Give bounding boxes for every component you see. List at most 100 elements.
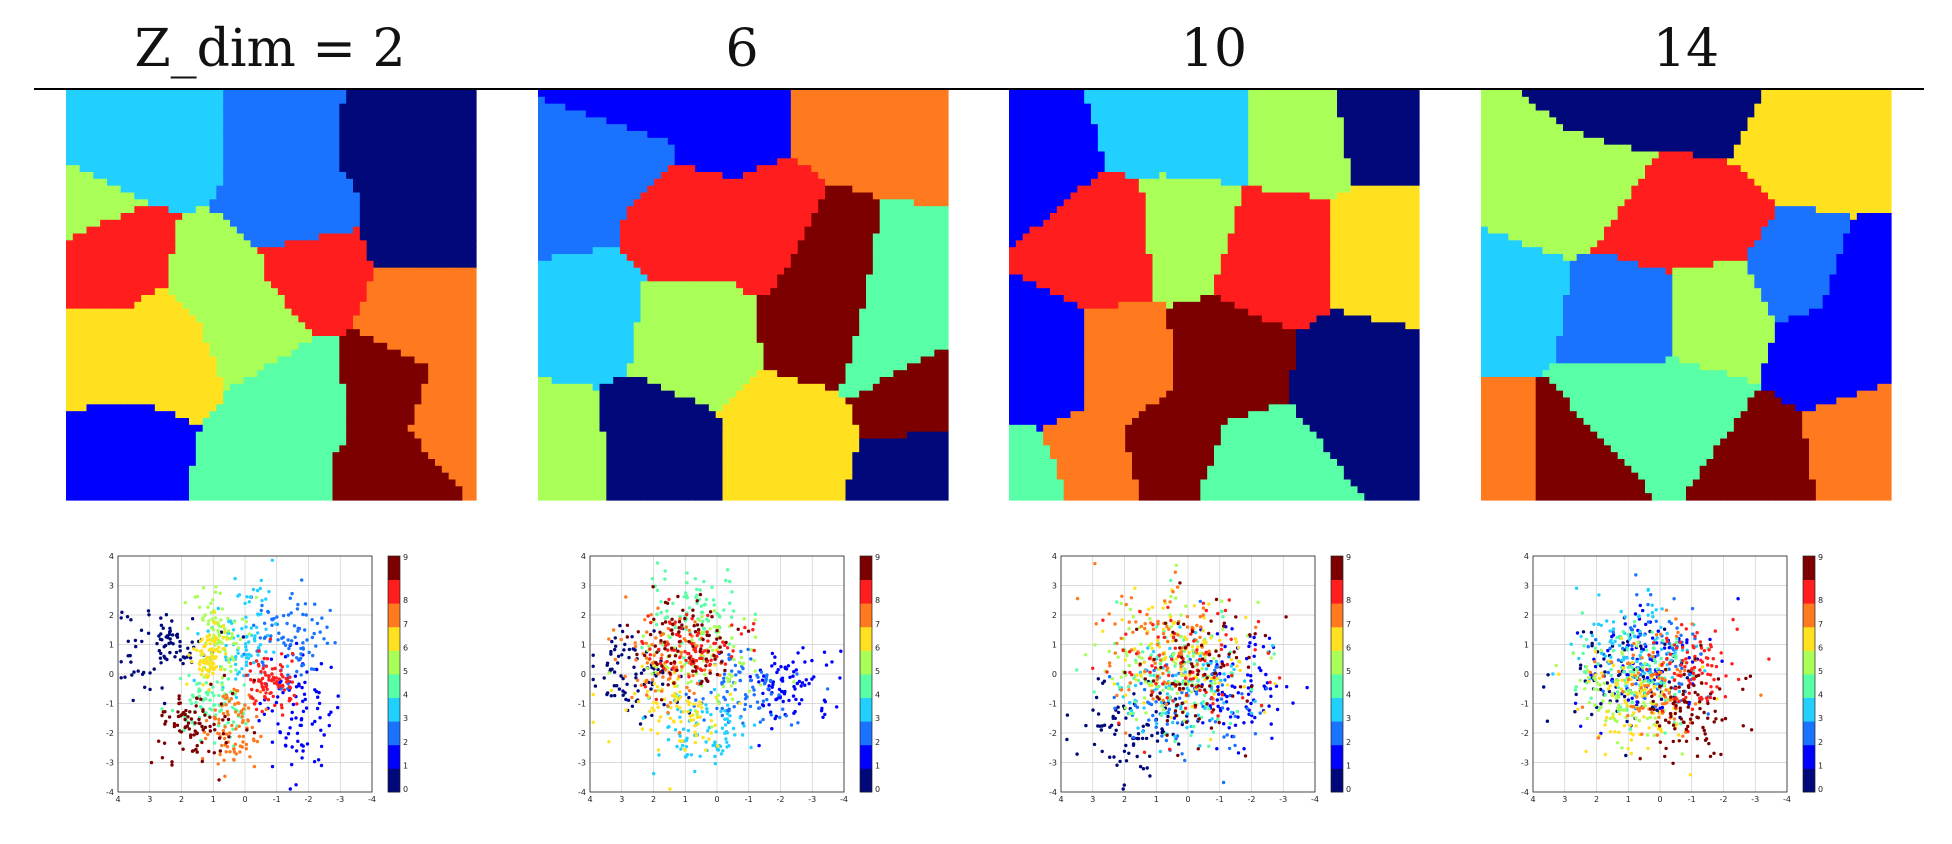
map-cell bbox=[559, 158, 566, 165]
map-cell bbox=[846, 206, 853, 213]
map-cell bbox=[189, 343, 196, 350]
map-cell bbox=[182, 329, 189, 336]
map-cell bbox=[634, 213, 641, 220]
map-cell bbox=[442, 377, 449, 384]
map-cell bbox=[428, 411, 435, 418]
map-cell bbox=[374, 343, 381, 350]
map-cell bbox=[312, 124, 319, 131]
map-cell bbox=[66, 357, 73, 364]
map-cell bbox=[811, 104, 818, 111]
map-cell bbox=[128, 439, 135, 446]
map-cell bbox=[716, 206, 723, 213]
map-cell bbox=[292, 322, 299, 329]
map-cell bbox=[586, 179, 593, 186]
map-cell bbox=[442, 199, 449, 206]
map-cell bbox=[271, 220, 278, 227]
map-cell bbox=[141, 124, 148, 131]
map-cell bbox=[292, 104, 299, 111]
map-cell bbox=[435, 316, 442, 323]
map-cell bbox=[237, 124, 244, 131]
map-cell bbox=[620, 138, 627, 145]
map-cell bbox=[764, 172, 771, 179]
map-cell bbox=[210, 97, 217, 104]
map-cell bbox=[223, 179, 230, 186]
map-cell bbox=[271, 206, 278, 213]
map-cell bbox=[73, 370, 80, 377]
map-cell bbox=[298, 158, 305, 165]
map-cell bbox=[148, 452, 155, 459]
map-cell bbox=[319, 329, 326, 336]
map-cell bbox=[449, 172, 456, 179]
map-cell bbox=[73, 398, 80, 405]
map-cell bbox=[408, 254, 415, 261]
map-cell bbox=[552, 124, 559, 131]
map-cell bbox=[743, 199, 750, 206]
map-cell bbox=[312, 97, 319, 104]
map-cell bbox=[210, 90, 217, 97]
map-cell bbox=[538, 247, 545, 254]
map-cell bbox=[216, 466, 223, 473]
map-cell bbox=[442, 322, 449, 329]
map-cell bbox=[647, 104, 654, 111]
map-cell bbox=[175, 316, 182, 323]
map-cell bbox=[688, 138, 695, 145]
map-cell bbox=[182, 425, 189, 432]
map-cell bbox=[339, 336, 346, 343]
map-cell bbox=[367, 247, 374, 254]
map-cell bbox=[798, 186, 805, 193]
map-cell bbox=[593, 193, 600, 200]
map-cell bbox=[134, 302, 141, 309]
map-cell bbox=[203, 473, 210, 480]
map-cell bbox=[572, 193, 579, 200]
map-cell bbox=[271, 281, 278, 288]
map-cell bbox=[907, 111, 914, 118]
map-cell bbox=[285, 363, 292, 370]
map-cell bbox=[114, 473, 121, 480]
map-cell bbox=[251, 377, 258, 384]
map-cell bbox=[941, 104, 948, 111]
map-cell bbox=[189, 295, 196, 302]
map-cell bbox=[818, 97, 825, 104]
map-cell bbox=[264, 343, 271, 350]
map-cell bbox=[285, 90, 292, 97]
map-cell bbox=[155, 439, 162, 446]
map-cell bbox=[169, 309, 176, 316]
map-cell bbox=[271, 377, 278, 384]
map-cell bbox=[565, 138, 572, 145]
map-cell bbox=[134, 131, 141, 138]
map-cell bbox=[579, 220, 586, 227]
map-cell bbox=[121, 213, 128, 220]
map-cell bbox=[346, 90, 353, 97]
map-cell bbox=[175, 411, 182, 418]
map-cell bbox=[914, 152, 921, 159]
map-cell bbox=[668, 97, 675, 104]
map-cell bbox=[839, 193, 846, 200]
map-cell bbox=[900, 165, 907, 172]
map-cell bbox=[579, 131, 586, 138]
map-cell bbox=[223, 398, 230, 405]
map-cell bbox=[442, 213, 449, 220]
map-cell bbox=[456, 206, 463, 213]
map-cell bbox=[907, 158, 914, 165]
map-cell bbox=[80, 439, 87, 446]
map-cell bbox=[777, 97, 784, 104]
map-cell bbox=[298, 97, 305, 104]
map-cell bbox=[148, 404, 155, 411]
map-cell bbox=[374, 145, 381, 152]
map-cell bbox=[832, 220, 839, 227]
map-cell bbox=[360, 404, 367, 411]
map-cell bbox=[811, 111, 818, 118]
map-cell bbox=[928, 179, 935, 186]
map-cell bbox=[873, 206, 880, 213]
map-cell bbox=[880, 124, 887, 131]
map-cell bbox=[627, 234, 634, 241]
map-cell bbox=[257, 411, 264, 418]
map-cell bbox=[134, 398, 141, 405]
map-cell bbox=[141, 254, 148, 261]
map-cell bbox=[319, 398, 326, 405]
map-cell bbox=[825, 234, 832, 241]
map-cell bbox=[421, 493, 428, 500]
map-cell bbox=[586, 234, 593, 241]
map-cell bbox=[408, 295, 415, 302]
map-cell bbox=[873, 138, 880, 145]
